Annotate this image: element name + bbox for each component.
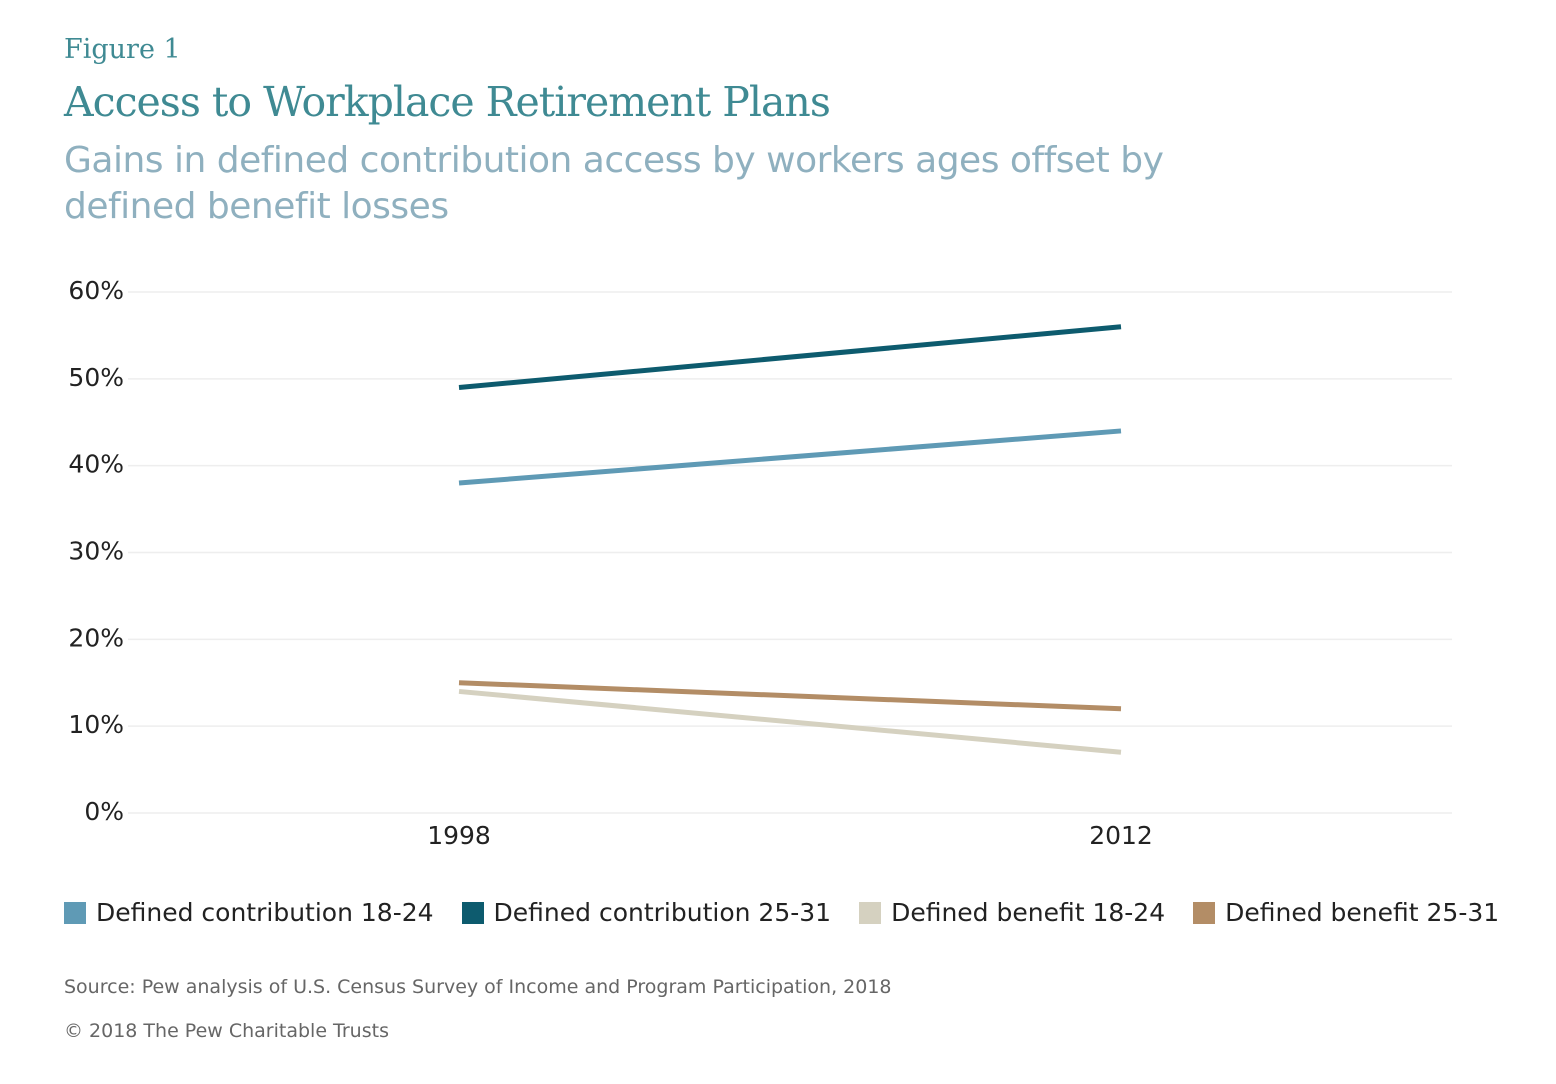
y-tick-label: 20%: [68, 623, 124, 652]
series-line: [458, 688, 1122, 755]
legend-item: Defined contribution 18-24: [64, 898, 434, 927]
chart-subtitle: Gains in defined contribution access by …: [64, 140, 1164, 227]
series-line: [458, 680, 1122, 712]
y-tick-label: 0%: [84, 797, 124, 826]
y-tick-label: 50%: [68, 363, 124, 392]
legend-label: Defined benefit 18-24: [891, 898, 1166, 927]
legend-label: Defined contribution 18-24: [96, 898, 434, 927]
y-tick-label: 30%: [68, 537, 124, 566]
legend-label: Defined contribution 25-31: [493, 898, 832, 927]
legend-swatch: [461, 901, 484, 924]
series-line: [458, 428, 1122, 486]
legend-item: Defined contribution 25-31: [461, 898, 832, 927]
copyright-note: © 2018 The Pew Charitable Trusts: [64, 1020, 389, 1042]
figure-label: Figure 1: [64, 34, 181, 65]
legend-swatch: [1193, 901, 1216, 924]
y-tick-label: 60%: [68, 276, 124, 305]
y-tick-label: 10%: [68, 710, 124, 739]
x-tick-label: 1998: [427, 821, 491, 850]
legend-swatch: [859, 901, 882, 924]
source-note: Source: Pew analysis of U.S. Census Surv…: [64, 976, 892, 998]
legend: Defined contribution 18-24 Defined contri…: [64, 898, 1499, 927]
chart-title: Access to Workplace Retirement Plans: [64, 78, 831, 126]
x-tick-label: 2012: [1089, 821, 1153, 850]
legend-item: Defined benefit 25-31: [1193, 898, 1499, 927]
legend-swatch: [64, 901, 86, 924]
series-line: [458, 324, 1122, 391]
legend-label: Defined benefit 25-31: [1225, 898, 1500, 927]
legend-item: Defined benefit 18-24: [859, 898, 1165, 927]
y-tick-label: 40%: [68, 450, 124, 479]
